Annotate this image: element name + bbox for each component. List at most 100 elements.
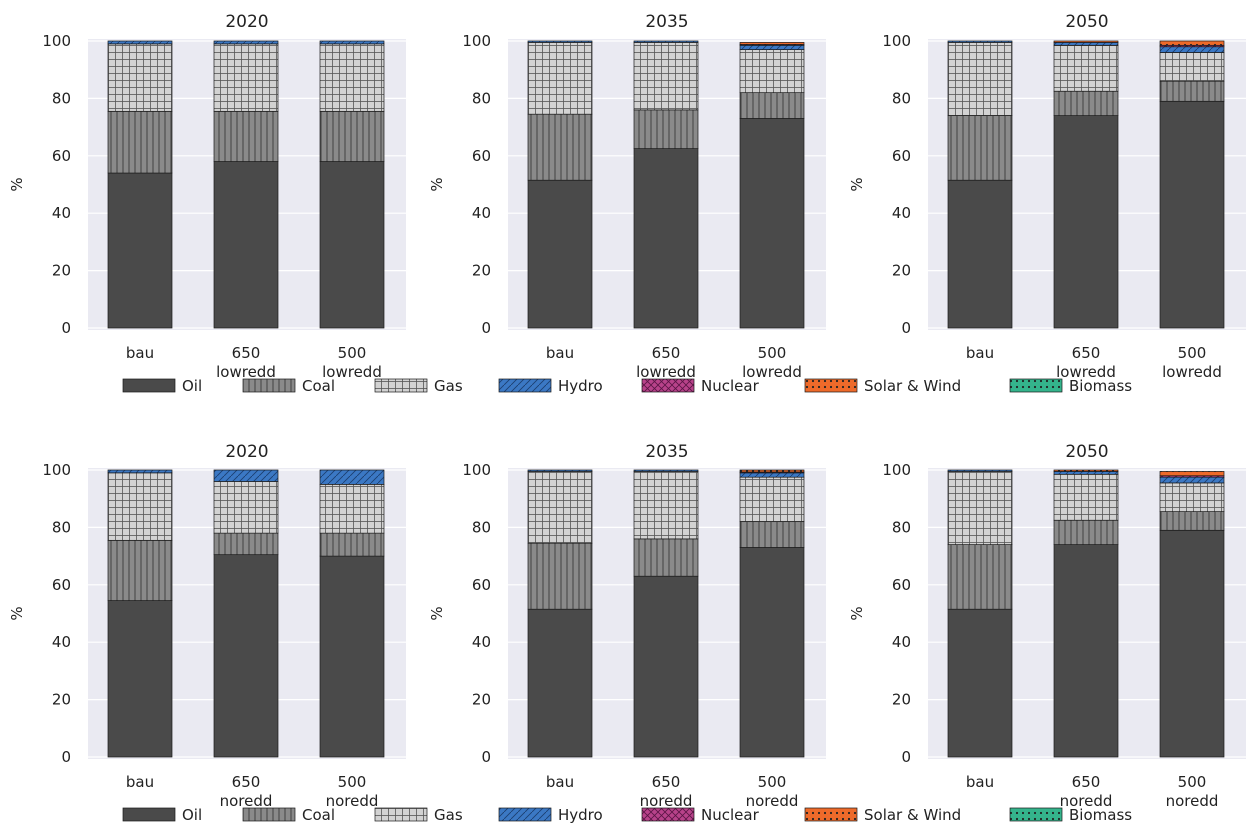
y-axis-label: %: [8, 606, 26, 620]
bar-segment-oil-650: [1053, 544, 1119, 758]
solar-wind-swatch: [804, 807, 858, 822]
bar-segment-hydro-bau: [947, 469, 1013, 472]
bar-segment-coal-500: [319, 532, 385, 557]
legend-top: Oil Coal Gas Hydro Nuclear Solar & Wind Biomas…: [122, 377, 1132, 395]
y-tick-label: 0: [61, 748, 71, 766]
y-tick-label: 100: [42, 461, 71, 479]
y-tick-label: 0: [61, 319, 71, 337]
bar-segment-oil-500: [1159, 100, 1225, 329]
bar-segment-hydro-650: [633, 40, 699, 43]
y-tick-label: 40: [472, 633, 491, 651]
legend-label-hydro: Hydro: [558, 806, 603, 824]
chart-panel-2020-bottom: 2020% 0 20 40 60 80 100 bau 650 noredd 500 noredd: [8, 442, 406, 810]
x-tick-label: 650 noredd: [640, 773, 693, 810]
chart-panel-2050-top: 2050% 0 20 40 60 80 100 bau 650 lowredd 500 lowredd: [848, 12, 1246, 381]
coal-swatch: [242, 378, 296, 393]
bar-segment-hydro-bau: [107, 469, 173, 474]
x-tick-label: 500 noredd: [1166, 773, 1219, 810]
y-tick-label: 0: [901, 319, 911, 337]
y-axis-label: %: [848, 177, 866, 191]
y-tick-label: 40: [892, 204, 911, 222]
y-tick-label: 60: [892, 147, 911, 165]
y-tick-label: 100: [882, 32, 911, 50]
chart-title: 2035: [645, 12, 688, 32]
bar-segment-oil-bau: [947, 179, 1013, 329]
oil-swatch: [122, 807, 176, 822]
biomass-swatch: [1009, 378, 1063, 393]
y-tick-label: 60: [52, 576, 71, 594]
bar-segment-gas-650: [1053, 44, 1119, 92]
gas-swatch: [374, 807, 428, 822]
legend-label-gas: Gas: [434, 377, 463, 395]
y-tick-label: 100: [462, 461, 491, 479]
y-tick-label: 80: [52, 89, 71, 107]
bar-segment-coal-bau: [107, 110, 173, 174]
bar-segment-coal-650: [633, 538, 699, 577]
legend-label-coal: Coal: [302, 806, 335, 824]
bar-segment-hydro-500: [739, 472, 805, 478]
bar-segment-coal-650: [213, 532, 279, 556]
bar-segment-oil-500: [319, 161, 385, 329]
bar-segment-coal-500: [739, 521, 805, 548]
y-tick-label: 60: [472, 576, 491, 594]
bar-segment-solar-wind-650: [1053, 469, 1119, 472]
bar-segment-solar-wind-500: [739, 42, 805, 45]
bar-segment-coal-bau: [527, 542, 593, 610]
x-tick-label: bau: [126, 773, 154, 791]
bar-segment-coal-500: [739, 92, 805, 119]
y-axis-label: %: [848, 606, 866, 620]
hydro-swatch: [498, 378, 552, 393]
y-tick-label: 60: [52, 147, 71, 165]
bar-segment-gas-500: [739, 476, 805, 523]
bar-segment-gas-bau: [527, 42, 593, 115]
bar-segment-gas-650: [213, 481, 279, 534]
legend-label-biomass: Biomass: [1069, 806, 1132, 824]
bar-segment-gas-650: [633, 471, 699, 540]
y-tick-label: 100: [882, 461, 911, 479]
bar-segment-oil-500: [319, 555, 385, 758]
y-tick-label: 0: [481, 748, 491, 766]
bar-segment-hydro-500: [319, 40, 385, 45]
bar-segment-oil-bau: [527, 179, 593, 329]
coal-swatch: [242, 807, 296, 822]
gas-swatch: [374, 378, 428, 393]
legend-label-gas: Gas: [434, 806, 463, 824]
biomass-swatch: [1009, 807, 1063, 822]
y-tick-label: 60: [472, 147, 491, 165]
bar-segment-coal-bau: [107, 539, 173, 601]
chart-panel-2050-bottom: 2050% 0 20 40 60 80 100 bau 650 noredd 500 noredd: [848, 442, 1246, 810]
bar-segment-coal-bau: [947, 115, 1013, 181]
y-tick-label: 40: [52, 633, 71, 651]
bar-segment-gas-bau: [947, 471, 1013, 545]
bar-segment-gas-650: [1053, 473, 1119, 521]
bar-segment-hydro-650: [633, 469, 699, 472]
bar-segment-hydro-bau: [107, 40, 173, 45]
legend-label-coal: Coal: [302, 377, 335, 395]
bar-segment-gas-bau: [527, 471, 593, 544]
bar-segment-solar-wind-650: [1053, 40, 1119, 43]
chart-title: 2035: [645, 442, 688, 462]
bar-segment-oil-650: [633, 575, 699, 758]
y-tick-label: 80: [892, 89, 911, 107]
bar-segment-gas-bau: [107, 472, 173, 541]
hydro-swatch: [498, 807, 552, 822]
bar-segment-hydro-650: [1053, 471, 1119, 475]
chart-title: 2050: [1065, 442, 1108, 462]
bar-segment-hydro-500: [1159, 476, 1225, 484]
solar-wind-swatch: [804, 378, 858, 393]
bar-segment-oil-500: [1159, 529, 1225, 758]
bar-segment-coal-500: [319, 110, 385, 162]
y-axis-label: %: [428, 606, 446, 620]
y-tick-label: 0: [481, 319, 491, 337]
chart-panel-2020-top: 2020% 0 20 40 60 80 100 bau 650 lowredd 500 lowredd: [8, 12, 406, 381]
oil-swatch: [122, 378, 176, 393]
chart-title: 2020: [225, 12, 268, 32]
bar-segment-oil-bau: [107, 172, 173, 329]
y-tick-label: 20: [472, 691, 491, 709]
bar-segment-oil-650: [1053, 115, 1119, 329]
y-tick-label: 40: [892, 633, 911, 651]
bar-segment-oil-bau: [947, 608, 1013, 758]
x-tick-label: bau: [126, 344, 154, 362]
x-tick-label: 650 noredd: [220, 773, 273, 810]
